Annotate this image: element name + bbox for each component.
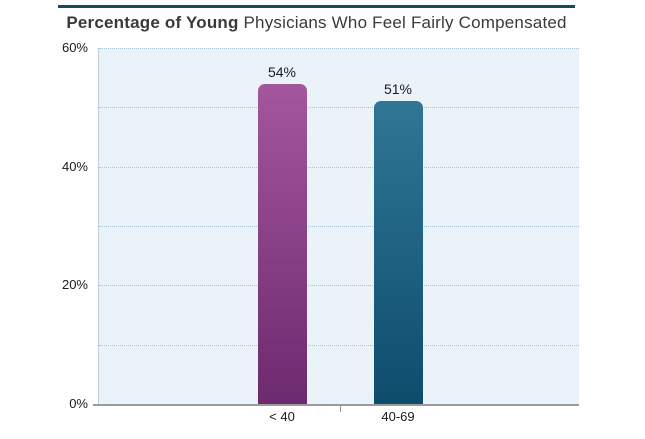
y-tick-label-60: 60% (61, 40, 88, 55)
gridline-10 (99, 344, 579, 346)
chart-title-rest: Physicians Who Feel Fairly Compensated (238, 13, 567, 32)
bar-value-label: 51% (383, 81, 413, 98)
x-tick-label: < 40 (269, 409, 295, 424)
bar-value-label: 54% (267, 63, 297, 80)
y-tick-label-0: 0% (69, 396, 88, 411)
bar-40-69 (373, 101, 423, 404)
chart-title-bold: Percentage of Young (66, 13, 239, 32)
gridline-40 (99, 166, 579, 168)
bar-<40 (257, 83, 307, 404)
x-axis-line (93, 404, 579, 406)
plot-area: 54% < 40 51% 40-69 (98, 48, 579, 424)
chart-title: Percentage of Young Physicians Who Feel … (58, 5, 575, 33)
gridline-30 (99, 226, 579, 227)
x-axis-divider-tick (340, 404, 341, 412)
x-tick-label: 40-69 (381, 409, 415, 424)
y-tick-label-40: 40% (61, 158, 88, 174)
gridline-50 (99, 107, 579, 109)
y-tick-label-20: 20% (61, 277, 88, 293)
gridline-20 (99, 285, 579, 287)
y-axis-labels: 60% 40% 20% 0% (38, 40, 88, 411)
gridline-60 (99, 48, 579, 49)
